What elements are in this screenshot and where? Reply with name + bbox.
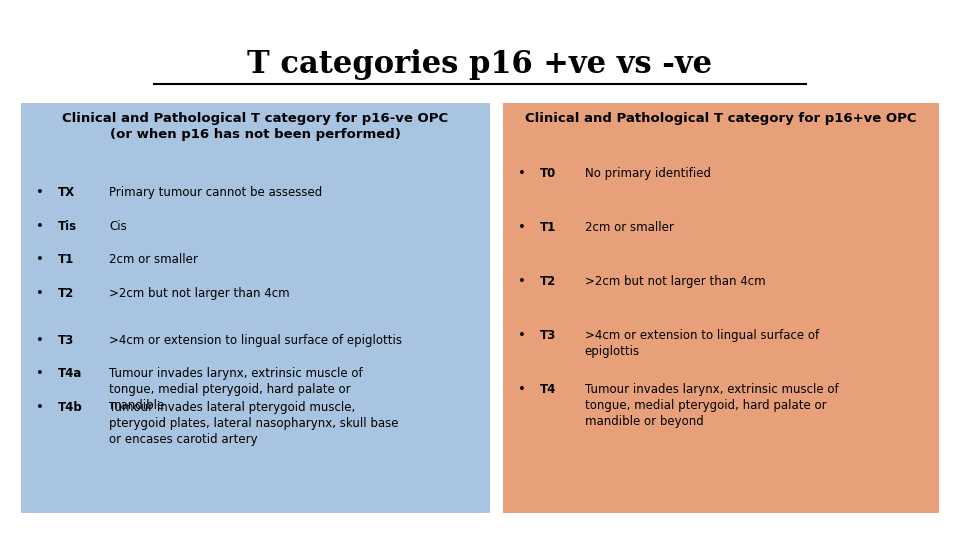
Text: Tis: Tis xyxy=(58,220,77,233)
Text: T0: T0 xyxy=(540,167,556,180)
Text: Clinical and Pathological T category for p16+ve OPC: Clinical and Pathological T category for… xyxy=(525,112,917,125)
Text: 2cm or smaller: 2cm or smaller xyxy=(109,253,199,266)
Text: Primary tumour cannot be assessed: Primary tumour cannot be assessed xyxy=(109,186,323,199)
FancyBboxPatch shape xyxy=(21,103,490,513)
Text: Tumour invades lateral pterygoid muscle,
pterygoid plates, lateral nasopharynx, : Tumour invades lateral pterygoid muscle,… xyxy=(109,401,399,446)
Text: T4: T4 xyxy=(540,383,556,396)
Text: •: • xyxy=(518,383,526,396)
Text: T3: T3 xyxy=(540,329,556,342)
Text: TX: TX xyxy=(58,186,75,199)
Text: •: • xyxy=(518,221,526,234)
Text: T2: T2 xyxy=(58,287,74,300)
Text: •: • xyxy=(36,220,44,233)
Text: Clinical and Pathological T category for p16-ve OPC
(or when p16 has not been pe: Clinical and Pathological T category for… xyxy=(62,112,448,141)
FancyBboxPatch shape xyxy=(503,103,939,513)
Text: •: • xyxy=(36,367,44,380)
Text: •: • xyxy=(36,253,44,266)
Text: 2cm or smaller: 2cm or smaller xyxy=(585,221,674,234)
Text: •: • xyxy=(36,334,44,347)
Text: •: • xyxy=(36,401,44,414)
Text: T1: T1 xyxy=(58,253,74,266)
Text: >2cm but not larger than 4cm: >2cm but not larger than 4cm xyxy=(585,275,765,288)
Text: T categories p16 +ve vs -ve: T categories p16 +ve vs -ve xyxy=(248,49,712,79)
Text: T4b: T4b xyxy=(58,401,83,414)
Text: •: • xyxy=(36,186,44,199)
Text: •: • xyxy=(518,275,526,288)
Text: T4a: T4a xyxy=(58,367,82,380)
Text: >4cm or extension to lingual surface of epiglottis: >4cm or extension to lingual surface of … xyxy=(109,334,402,347)
Text: •: • xyxy=(518,329,526,342)
Text: T1: T1 xyxy=(540,221,556,234)
Text: >2cm but not larger than 4cm: >2cm but not larger than 4cm xyxy=(109,287,290,300)
Text: Tumour invades larynx, extrinsic muscle of
tongue, medial pterygoid, hard palate: Tumour invades larynx, extrinsic muscle … xyxy=(109,367,363,412)
Text: >4cm or extension to lingual surface of
epiglottis: >4cm or extension to lingual surface of … xyxy=(585,329,819,359)
Text: •: • xyxy=(518,167,526,180)
Text: No primary identified: No primary identified xyxy=(585,167,710,180)
Text: Tumour invades larynx, extrinsic muscle of
tongue, medial pterygoid, hard palate: Tumour invades larynx, extrinsic muscle … xyxy=(585,383,838,428)
Text: •: • xyxy=(36,287,44,300)
Text: Cis: Cis xyxy=(109,220,127,233)
Text: T3: T3 xyxy=(58,334,74,347)
Text: T2: T2 xyxy=(540,275,556,288)
